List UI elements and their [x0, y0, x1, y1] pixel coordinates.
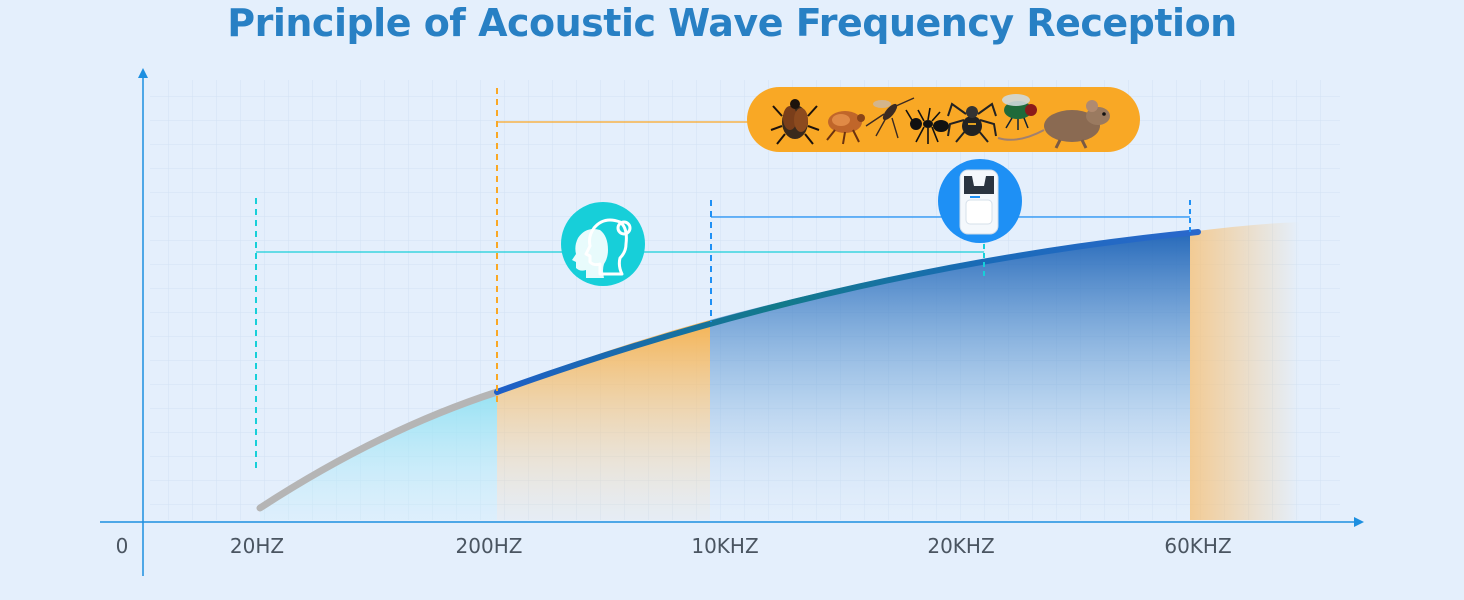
pest-audible-area [497, 320, 710, 520]
origin-label: 0 [116, 534, 129, 558]
repeller-area [710, 232, 1190, 520]
ant-icon [905, 107, 949, 144]
pests-icon [747, 87, 1140, 152]
repeller-device-icon [938, 159, 1022, 243]
beyond-range-fade [1190, 222, 1300, 520]
beetle-icon [770, 99, 820, 145]
tick-label-10khz: 10KHZ [691, 534, 758, 558]
fly-icon [1002, 94, 1037, 130]
x-axis-arrow [1354, 517, 1364, 527]
spider-icon [947, 102, 997, 143]
response-curve-low [256, 388, 501, 512]
tick-label-200hz: 200HZ [456, 534, 523, 558]
response-curve-high [494, 229, 1201, 395]
tick-label-20khz: 20KHZ [927, 534, 994, 558]
y-axis-arrow [138, 68, 148, 78]
human-only-area [260, 392, 497, 520]
flea-icon [826, 111, 865, 145]
mouse-icon [997, 100, 1110, 149]
mosquito-icon [865, 97, 915, 139]
page-title: Principle of Acoustic Wave Frequency Rec… [227, 1, 1237, 45]
human-heads-icon [561, 202, 645, 286]
tick-label-60khz: 60KHZ [1164, 534, 1231, 558]
tick-label-20hz: 20HZ [230, 534, 284, 558]
